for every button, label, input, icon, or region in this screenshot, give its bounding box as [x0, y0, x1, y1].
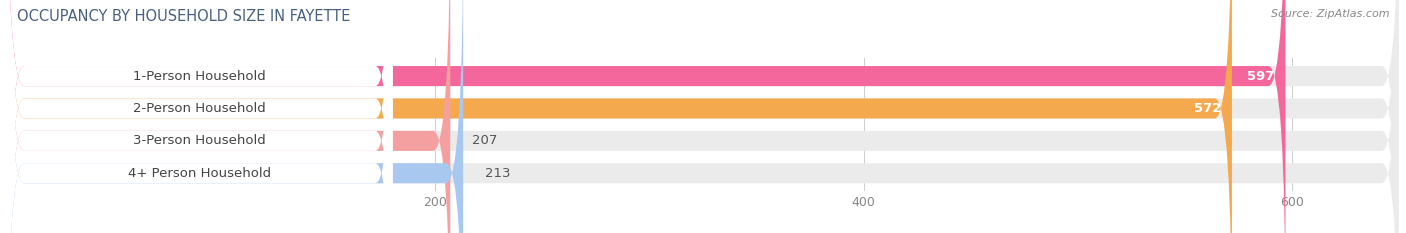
FancyBboxPatch shape — [7, 0, 1399, 233]
Text: 213: 213 — [485, 167, 510, 180]
FancyBboxPatch shape — [7, 0, 1232, 233]
FancyBboxPatch shape — [7, 0, 1399, 233]
Text: 207: 207 — [472, 134, 498, 147]
FancyBboxPatch shape — [7, 0, 450, 233]
Text: 4+ Person Household: 4+ Person Household — [128, 167, 271, 180]
Text: Source: ZipAtlas.com: Source: ZipAtlas.com — [1271, 9, 1389, 19]
Text: 3-Person Household: 3-Person Household — [134, 134, 266, 147]
FancyBboxPatch shape — [7, 0, 392, 233]
FancyBboxPatch shape — [7, 0, 1399, 233]
FancyBboxPatch shape — [7, 0, 1285, 233]
FancyBboxPatch shape — [7, 0, 392, 233]
Text: 1-Person Household: 1-Person Household — [134, 70, 266, 82]
Text: OCCUPANCY BY HOUSEHOLD SIZE IN FAYETTE: OCCUPANCY BY HOUSEHOLD SIZE IN FAYETTE — [17, 9, 350, 24]
FancyBboxPatch shape — [7, 0, 1399, 233]
FancyBboxPatch shape — [7, 0, 392, 233]
FancyBboxPatch shape — [7, 0, 392, 233]
Text: 597: 597 — [1247, 70, 1275, 82]
Text: 2-Person Household: 2-Person Household — [134, 102, 266, 115]
Text: 572: 572 — [1194, 102, 1222, 115]
FancyBboxPatch shape — [7, 0, 463, 233]
